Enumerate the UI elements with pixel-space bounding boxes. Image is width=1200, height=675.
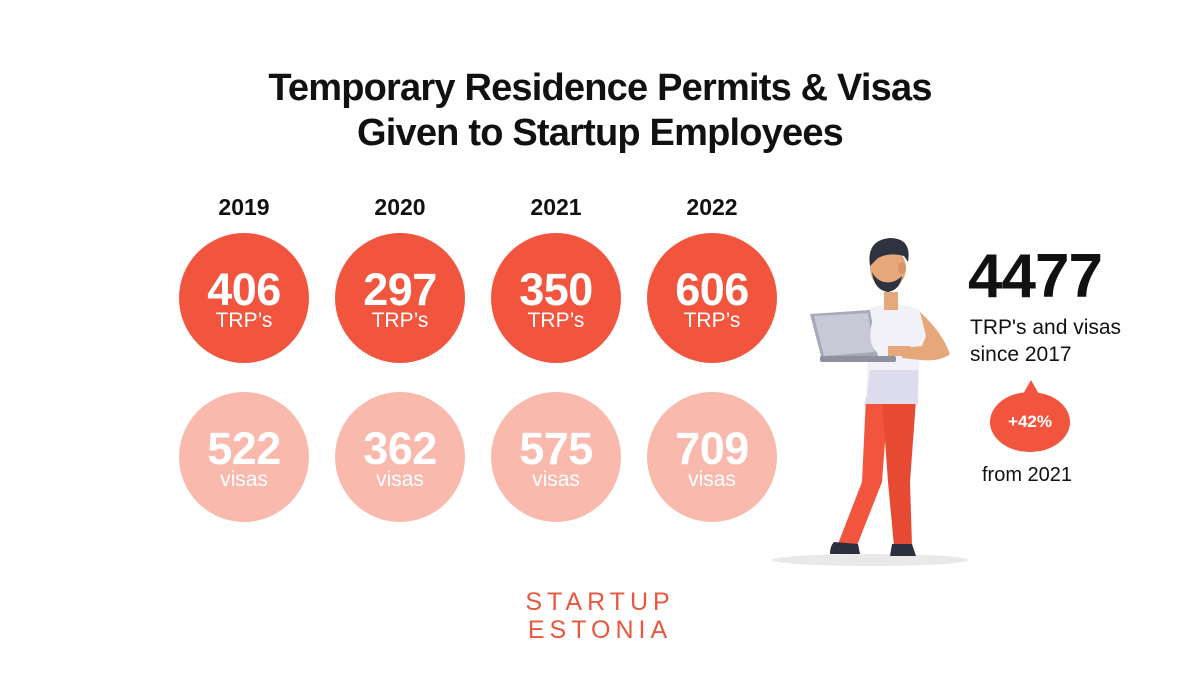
trp-unit: TRP’s xyxy=(371,309,429,332)
trp-circle-2019: 406 TRP’s xyxy=(179,233,309,363)
trp-count: 350 xyxy=(519,264,593,315)
visa-circle-2020: 362 visas xyxy=(335,392,465,522)
year-label-2021: 2021 xyxy=(530,194,582,220)
total-label: TRP's and visas since 2017 xyxy=(970,314,1121,368)
trp-unit: TRP’s xyxy=(683,309,741,332)
growth-badge: +42% xyxy=(990,392,1070,452)
logo-line-2: ESTONIA xyxy=(527,616,673,644)
year-label-2019: 2019 xyxy=(218,194,270,220)
growth-reference-label: from 2021 xyxy=(982,464,1073,486)
title-line-2: Given to Startup Employees xyxy=(357,112,844,154)
visa-unit: visas xyxy=(688,468,736,491)
visa-count: 362 xyxy=(363,423,437,474)
title-line-1: Temporary Residence Permits & Visas xyxy=(268,67,932,109)
trp-circle-2021: 350 TRP’s xyxy=(491,233,621,363)
trp-unit: TRP’s xyxy=(527,309,585,332)
trp-count: 406 xyxy=(207,264,281,315)
logo-line-1: STARTUP xyxy=(525,588,675,616)
visa-unit: visas xyxy=(532,468,580,491)
infographic-title: Temporary Residence Permits & Visas Give… xyxy=(0,66,1200,156)
visa-circle-2022: 709 visas xyxy=(647,392,777,522)
visa-circle-2021: 575 visas xyxy=(491,392,621,522)
visa-count: 709 xyxy=(675,423,749,474)
trp-count: 297 xyxy=(363,264,437,315)
year-label-2020: 2020 xyxy=(374,194,426,220)
total-label-line-2: since 2017 xyxy=(970,343,1072,366)
trp-unit: TRP’s xyxy=(215,309,273,332)
person-with-laptop-icon xyxy=(772,238,968,566)
visa-unit: visas xyxy=(376,468,424,491)
trp-circle-2022: 606 TRP’s xyxy=(647,233,777,363)
startup-estonia-logo: STARTUP ESTONIA xyxy=(0,588,1200,644)
visa-count: 522 xyxy=(207,423,281,474)
total-count: 4477 xyxy=(968,242,1103,311)
trp-count: 606 xyxy=(675,264,749,315)
year-label-2022: 2022 xyxy=(686,194,738,220)
trp-circle-2020: 297 TRP’s xyxy=(335,233,465,363)
total-label-line-1: TRP's and visas xyxy=(970,316,1122,339)
visa-circle-2019: 522 visas xyxy=(179,392,309,522)
visa-unit: visas xyxy=(220,468,268,491)
visa-count: 575 xyxy=(519,423,593,474)
